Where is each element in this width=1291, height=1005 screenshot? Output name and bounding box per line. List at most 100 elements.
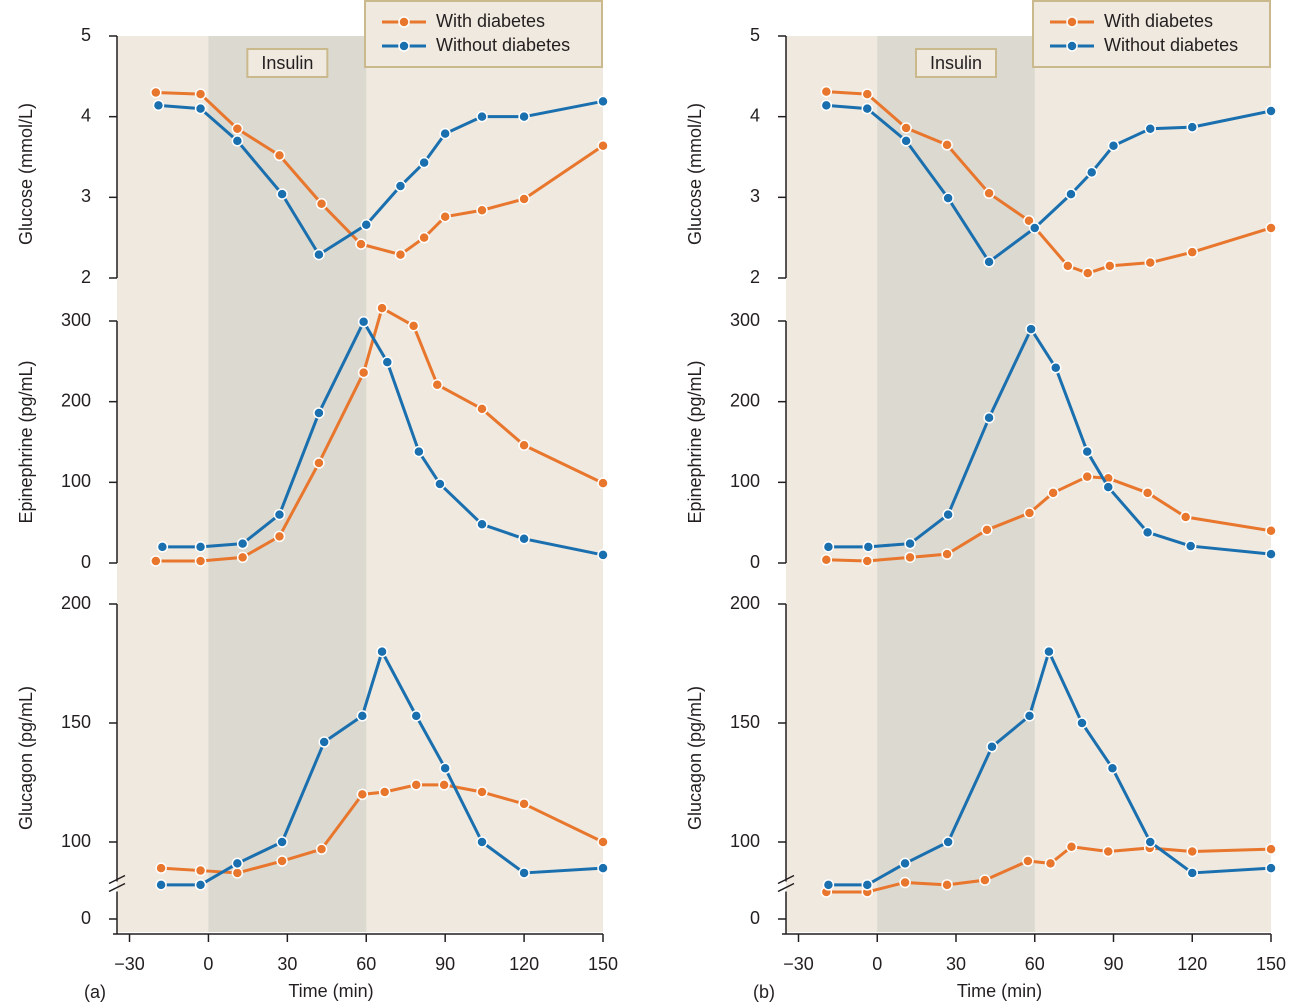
data-point: [986, 741, 998, 753]
data-point: [518, 867, 530, 879]
y-tick-label: 0: [81, 908, 91, 928]
data-point: [518, 798, 530, 810]
data-point: [861, 879, 874, 891]
data-point: [597, 862, 609, 874]
subplot: 0 100 150 200 Glucagon (pg/mL) −30 0 30 60 90 120 1…: [16, 584, 618, 1002]
data-point: [822, 541, 835, 553]
legend-marker: [398, 40, 410, 52]
data-point: [276, 855, 288, 867]
series-line: [161, 650, 604, 887]
x-tick-label: 150: [1256, 954, 1286, 974]
data-point: [1186, 246, 1198, 258]
data-point: [378, 786, 391, 798]
data-point: [394, 180, 407, 192]
data-point: [597, 139, 609, 152]
data-point: [1047, 487, 1059, 499]
data-point: [983, 412, 995, 424]
y-tick-label: 4: [81, 105, 91, 125]
y-tick-label: 0: [81, 552, 91, 572]
data-point: [1265, 105, 1277, 117]
y-tick-label: 0: [750, 908, 760, 928]
y-axis-label: Epinephrine (pg/mL): [685, 360, 705, 523]
y-tick-label: 200: [61, 390, 91, 410]
series-line: [828, 327, 1272, 556]
data-point: [194, 88, 207, 100]
data-point: [1044, 857, 1057, 870]
data-point: [1023, 507, 1036, 519]
subplot: 0 100 200 300 Epinephrine (pg/mL): [685, 300, 1277, 584]
data-point: [861, 102, 874, 115]
data-point: [381, 356, 394, 368]
data-point: [150, 555, 162, 567]
data-point: [1141, 487, 1154, 499]
data-point: [899, 857, 911, 870]
data-point: [313, 248, 325, 261]
series-line: [826, 90, 1272, 275]
data-point: [1082, 267, 1094, 279]
data-point: [518, 193, 530, 205]
data-point: [376, 302, 388, 314]
insulin-band: [877, 36, 1035, 300]
data-point: [597, 95, 609, 108]
data-point: [861, 88, 874, 100]
y-tick-label: 100: [61, 831, 91, 851]
y-tick-label: 200: [730, 593, 760, 613]
data-point: [1076, 717, 1088, 729]
data-point: [942, 508, 954, 521]
axis-break: [108, 882, 126, 893]
data-point: [1265, 222, 1277, 234]
x-tick-label: 120: [1177, 954, 1207, 974]
data-point: [476, 786, 488, 798]
data-point: [1186, 845, 1198, 858]
data-point: [1102, 481, 1114, 493]
data-point: [236, 537, 249, 550]
data-point: [1023, 214, 1035, 227]
data-point: [439, 210, 451, 223]
legend-label: Without diabetes: [1104, 35, 1238, 55]
data-point: [413, 445, 425, 458]
data-point: [942, 836, 954, 848]
data-point: [194, 879, 207, 891]
legend-label: With diabetes: [1104, 11, 1213, 31]
data-point: [276, 188, 288, 200]
data-point: [1043, 645, 1055, 658]
data-point: [155, 862, 167, 874]
y-tick-label: 150: [61, 712, 91, 732]
y-axis-label: Epinephrine (pg/mL): [16, 360, 36, 523]
data-point: [1265, 843, 1277, 855]
data-point: [861, 555, 874, 567]
data-point: [1085, 166, 1098, 179]
data-point: [820, 554, 833, 566]
series-line: [155, 90, 604, 257]
series-line: [826, 475, 1272, 563]
data-point: [983, 187, 995, 200]
data-point: [1025, 323, 1037, 335]
x-tick-label: 30: [946, 954, 966, 974]
data-point: [942, 192, 954, 204]
insulin-band: [877, 584, 1035, 932]
subplot: 0 100 150 200 Glucagon (pg/mL) −30 0 30 60 90 120 1…: [685, 584, 1286, 1002]
data-point: [1179, 511, 1192, 523]
data-point: [1107, 139, 1120, 152]
data-point: [1144, 836, 1156, 848]
data-point: [1104, 260, 1116, 272]
y-tick-label: 3: [81, 186, 91, 206]
subplot: Insulin 2 3 4 5 Glucose (mmol/L) With diabetes…: [685, 0, 1277, 300]
data-point: [360, 219, 373, 231]
annotation: Insulin: [261, 53, 313, 73]
axis-break: [108, 874, 126, 885]
data-point: [431, 378, 444, 391]
data-point: [1022, 855, 1034, 867]
data-point: [820, 99, 833, 112]
data-point: [518, 439, 530, 451]
data-point: [155, 879, 167, 891]
data-point: [231, 135, 244, 147]
data-point: [1029, 222, 1041, 234]
data-point: [1144, 123, 1156, 135]
data-point: [439, 762, 451, 774]
data-point: [1265, 862, 1277, 874]
x-tick-label: 60: [1025, 954, 1045, 974]
data-point: [941, 548, 953, 560]
y-tick-label: 300: [730, 310, 760, 330]
y-tick-label: 100: [730, 831, 760, 851]
